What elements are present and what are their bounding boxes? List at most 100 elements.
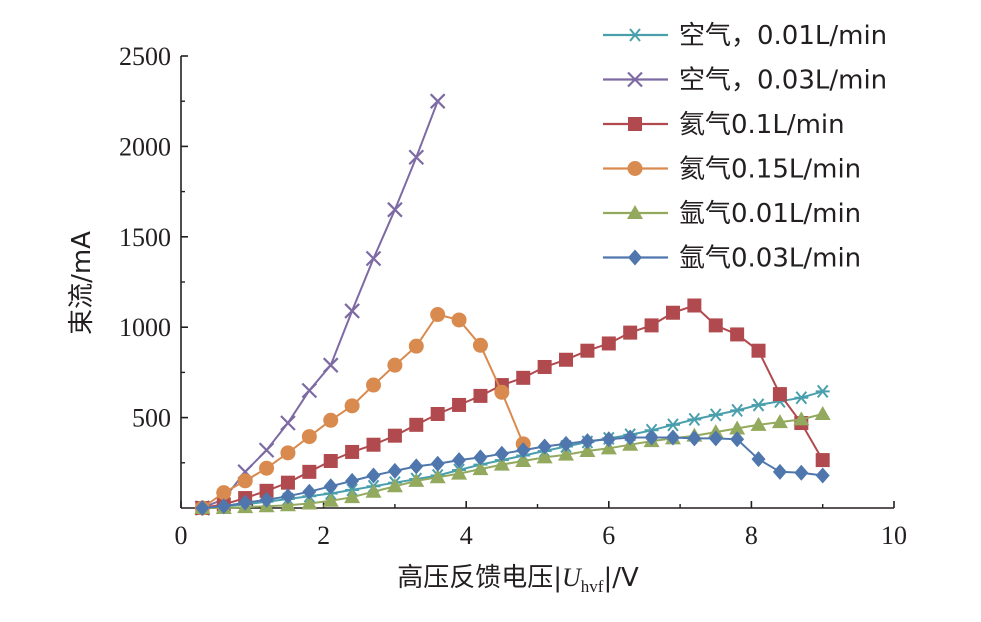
data-point [494, 384, 510, 400]
data-point [815, 384, 830, 399]
axis-tick-labels: 0 2 4 6 8 10 500 1000 1500 2000 2500 [119, 42, 907, 550]
y-tick-label: 500 [132, 404, 171, 433]
data-point [623, 325, 638, 340]
data-point [409, 417, 424, 432]
data-point [387, 462, 402, 479]
data-point [365, 250, 382, 267]
data-point [751, 343, 766, 358]
data-point [730, 403, 745, 418]
data-point [623, 429, 638, 446]
legend: 空气，0.01L/min 空气，0.03L/min 氦气0.1L/min 氦气0.15… [603, 21, 887, 274]
legend-label: 空气，0.01L/min [679, 21, 887, 51]
data-point [280, 488, 295, 505]
data-point [344, 489, 361, 504]
series-2 [194, 93, 446, 516]
data-point [365, 483, 382, 498]
data-point [301, 382, 318, 399]
data-point [687, 412, 702, 427]
legend-item: 空气，0.01L/min [603, 21, 887, 51]
data-point [366, 437, 381, 452]
data-point [472, 461, 489, 476]
x-tick-label: 10 [881, 521, 907, 550]
data-point [429, 469, 446, 484]
data-point [408, 472, 425, 487]
data-point [301, 429, 317, 445]
legend-label: 氦气0.15L/min [679, 155, 861, 185]
data-point [559, 352, 574, 367]
y-tick-label: 2000 [119, 132, 171, 161]
legend-label: 氩气0.03L/min [679, 244, 861, 274]
data-point [345, 444, 360, 459]
data-point [730, 327, 745, 342]
data-point [237, 473, 253, 489]
series-line [202, 390, 823, 509]
data-point [366, 467, 381, 484]
data-point [451, 312, 467, 328]
data-point [238, 494, 253, 511]
data-point [473, 388, 488, 403]
data-point [387, 428, 402, 443]
data-point [687, 298, 702, 313]
data-point [387, 357, 403, 373]
series-layer [194, 93, 831, 516]
data-point [644, 318, 659, 333]
data-point [579, 443, 596, 458]
data-point [687, 430, 702, 447]
data-point [430, 455, 445, 472]
legend-item: 氦气0.15L/min [603, 155, 861, 185]
data-point [580, 433, 595, 450]
data-point [814, 405, 831, 420]
data-point [493, 456, 510, 471]
data-point [772, 387, 787, 402]
data-point [430, 307, 446, 323]
data-point [473, 449, 488, 466]
data-point [216, 485, 232, 501]
legend-marker [628, 28, 642, 42]
legend-marker [627, 205, 643, 219]
axis-ticks [180, 55, 895, 508]
data-point [665, 418, 680, 432]
data-point [429, 93, 446, 109]
series-line [202, 304, 824, 509]
data-point [494, 445, 509, 462]
data-point [815, 467, 830, 484]
data-point [258, 442, 275, 458]
data-point [280, 475, 295, 490]
legend-item: 氩气0.01L/min [603, 199, 861, 229]
data-point [516, 442, 531, 459]
x-tick-label: 0 [175, 521, 188, 550]
legend-label: 空气，0.03L/min [679, 66, 887, 96]
x-tick-label: 6 [602, 521, 615, 550]
data-point [323, 412, 339, 428]
data-point [452, 397, 467, 412]
data-point [708, 430, 723, 447]
legend-marker [628, 249, 642, 266]
y-tick-label: 2500 [119, 42, 171, 71]
data-point [452, 452, 467, 469]
data-point [301, 495, 318, 510]
data-point [600, 440, 617, 455]
data-point [302, 464, 317, 479]
data-point [750, 416, 767, 431]
data-point [195, 500, 210, 516]
data-point [472, 337, 488, 353]
data-point [322, 492, 339, 507]
data-point [601, 336, 616, 351]
data-point [771, 414, 788, 429]
y-tick-label: 1500 [119, 223, 171, 252]
data-point [794, 391, 809, 405]
data-point [730, 431, 745, 448]
data-point [815, 453, 830, 468]
data-point [794, 464, 809, 481]
legend-marker [628, 117, 642, 131]
data-point [644, 429, 659, 446]
data-point [279, 497, 296, 512]
data-point [408, 149, 425, 166]
data-point [537, 438, 552, 455]
data-point [344, 303, 360, 319]
legend-label: 氦气0.1L/min [679, 110, 845, 140]
data-point [536, 449, 553, 464]
data-point [580, 343, 595, 358]
x-axis-label: 高压反馈电压|Uhvf|/V [397, 563, 639, 596]
